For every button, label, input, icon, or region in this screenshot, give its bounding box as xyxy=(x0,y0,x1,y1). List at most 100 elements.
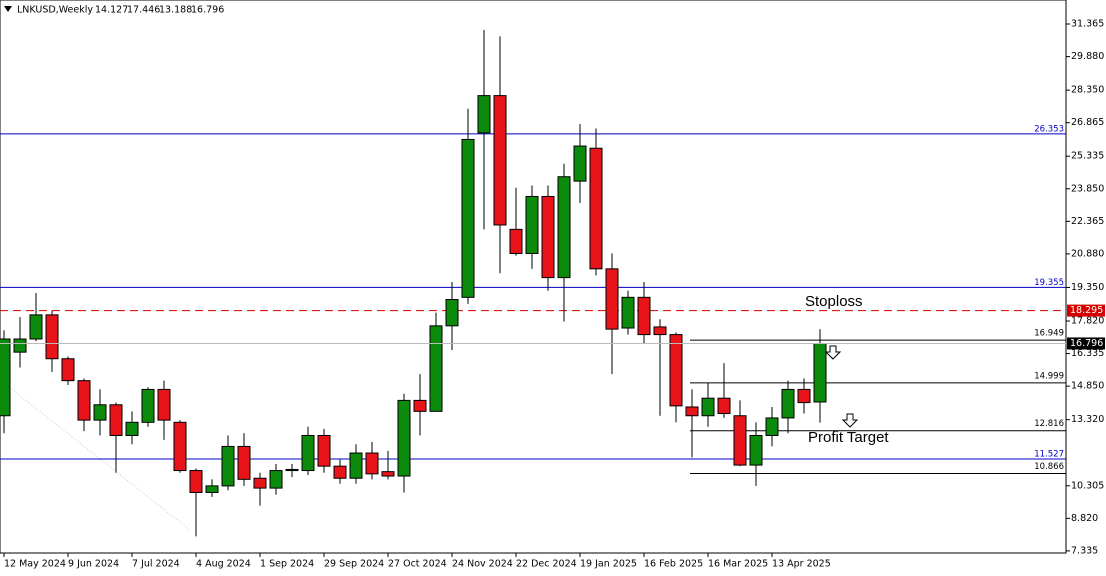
header-symbol: LNKUSD,Weekly xyxy=(17,5,93,16)
candle-body xyxy=(445,299,459,327)
x-tick-label: 22 Dec 2024 xyxy=(516,559,577,570)
x-tick-label: 7 Jul 2024 xyxy=(132,559,180,570)
level-label: 18.295 xyxy=(1070,305,1103,316)
candle-body xyxy=(317,434,331,467)
candle-body xyxy=(141,388,155,423)
candle-body xyxy=(621,296,635,329)
price-box xyxy=(1067,337,1105,350)
y-tick-label: 29.880 xyxy=(1071,51,1104,62)
y-tick-label: 22.365 xyxy=(1071,216,1104,227)
candle-body xyxy=(13,338,27,353)
candle-body xyxy=(157,388,171,421)
candle-body xyxy=(237,445,251,480)
price-label: 16.796 xyxy=(1070,338,1103,349)
candle-body xyxy=(221,445,235,487)
candle-body xyxy=(61,358,75,382)
candle-body xyxy=(77,380,91,421)
candle-body xyxy=(493,95,507,226)
candle-body xyxy=(301,434,315,472)
x-tick-label: 16 Mar 2025 xyxy=(708,559,768,570)
annotation: Profit Target xyxy=(808,429,889,446)
candle-body xyxy=(125,421,139,436)
candle-body xyxy=(509,228,523,254)
candle-body xyxy=(381,471,395,477)
plot-frame xyxy=(0,0,1067,554)
x-tick-label: 19 Jan 2025 xyxy=(580,559,637,570)
candle-body xyxy=(397,399,411,477)
candle-body xyxy=(669,334,683,407)
y-tick-label: 17.820 xyxy=(1071,316,1104,327)
y-tick-label: 20.880 xyxy=(1071,248,1104,259)
target-label: 16.949 xyxy=(1034,329,1064,339)
level-label: 11.527 xyxy=(1034,449,1064,459)
annotation: Stoploss xyxy=(805,293,863,310)
arrow-icon xyxy=(841,413,859,428)
header-icon xyxy=(4,6,12,12)
candle-body xyxy=(557,176,571,279)
level-label-box xyxy=(1067,304,1105,317)
candle-body xyxy=(605,268,619,330)
level-label: 26.353 xyxy=(1034,124,1064,134)
x-tick-label: 4 Aug 2024 xyxy=(196,559,251,570)
candle-body xyxy=(0,338,11,417)
candle-body xyxy=(685,406,699,417)
candle-body xyxy=(765,417,779,436)
y-tick-label: 23.850 xyxy=(1071,183,1104,194)
level-label: 19.355 xyxy=(1034,278,1064,288)
y-tick-label: 8.820 xyxy=(1071,513,1098,524)
candle-body xyxy=(285,468,299,472)
y-tick-label: 14.850 xyxy=(1071,381,1104,392)
y-tick-label: 26.865 xyxy=(1071,117,1104,128)
x-tick-label: 29 Sep 2024 xyxy=(324,559,384,570)
x-tick-label: 16 Feb 2025 xyxy=(644,559,703,570)
y-tick-label: 7.335 xyxy=(1071,545,1098,556)
candle-body xyxy=(701,397,715,417)
y-tick-label: 28.350 xyxy=(1071,85,1104,96)
x-tick-label: 24 Nov 2024 xyxy=(452,559,513,570)
y-tick-label: 16.335 xyxy=(1071,348,1104,359)
candle-body xyxy=(733,415,747,466)
target-label: 10.866 xyxy=(1034,462,1064,472)
candle-body xyxy=(813,342,827,403)
candle-body xyxy=(637,296,651,336)
header-low: 13.188 xyxy=(159,5,192,16)
candle-body xyxy=(717,397,731,415)
x-tick-label: 9 Jun 2024 xyxy=(68,559,119,570)
x-tick-label: 12 May 2024 xyxy=(4,559,66,570)
candle-body xyxy=(45,314,59,360)
candle-body xyxy=(541,195,555,279)
candle-body xyxy=(29,314,43,340)
candle-body xyxy=(109,404,123,436)
arrow-icon xyxy=(824,345,842,360)
candle-body xyxy=(413,399,427,412)
candle-body xyxy=(749,434,763,466)
candle-body xyxy=(797,388,811,404)
candle-body xyxy=(253,477,267,489)
x-tick-label: 13 Apr 2025 xyxy=(772,559,831,570)
candle-body xyxy=(461,138,475,298)
y-tick-label: 13.320 xyxy=(1071,414,1104,425)
y-tick-label: 19.350 xyxy=(1071,282,1104,293)
candle-body xyxy=(573,145,587,182)
header-close: 16.796 xyxy=(191,5,224,16)
candle-body xyxy=(333,465,347,479)
target-label: 12.816 xyxy=(1034,419,1064,429)
x-tick-label: 1 Sep 2024 xyxy=(260,559,314,570)
candle-body xyxy=(589,147,603,270)
candle-body xyxy=(93,404,107,421)
candle-body xyxy=(429,325,443,412)
trend-line xyxy=(0,379,191,531)
header-high: 17.446 xyxy=(127,5,160,16)
candle-body xyxy=(365,452,379,475)
candle-body xyxy=(269,470,283,489)
header-open: 14.127 xyxy=(95,5,128,16)
candle-body xyxy=(205,485,219,493)
candle-body xyxy=(477,95,491,134)
y-tick-label: 31.365 xyxy=(1071,19,1104,30)
y-tick-label: 10.305 xyxy=(1071,480,1104,491)
candle-body xyxy=(525,195,539,254)
candle-body xyxy=(173,421,187,472)
candle-body xyxy=(189,470,203,493)
